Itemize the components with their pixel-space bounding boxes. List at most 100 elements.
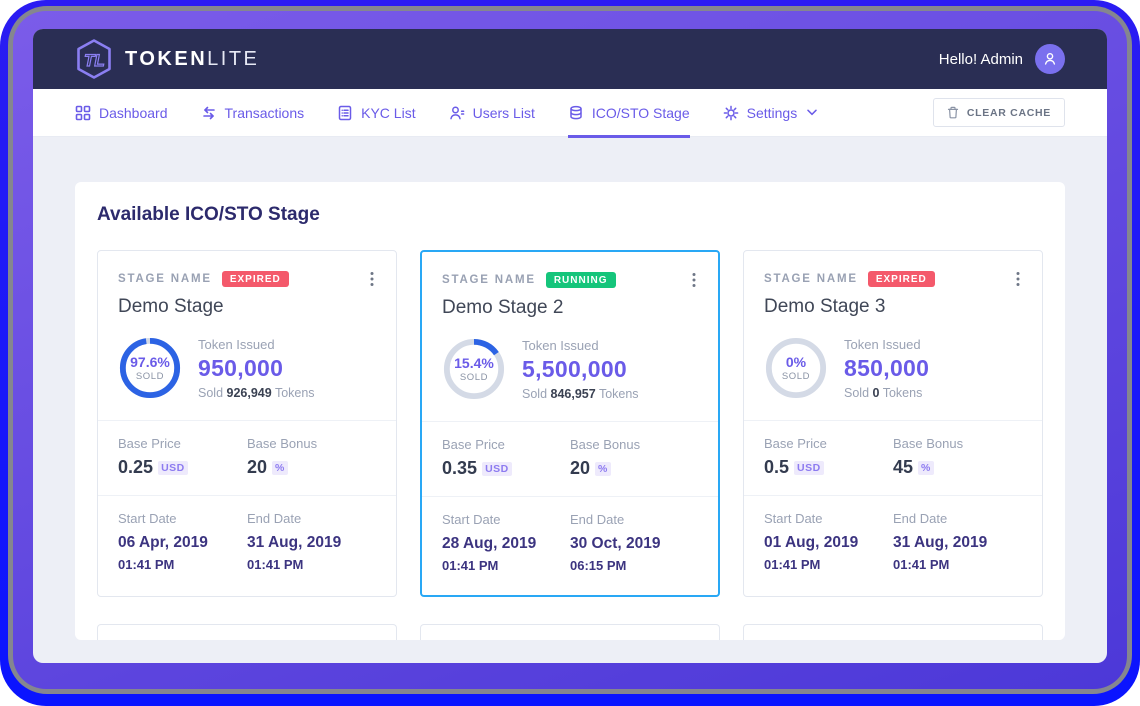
sold-progress-ring: 15.4% SOLD <box>442 337 506 401</box>
nav-item-kyc-list[interactable]: KYC List <box>337 89 416 137</box>
base-bonus-label: Base Bonus <box>247 436 318 451</box>
clipboard-icon <box>338 105 352 120</box>
nav-label: Dashboard <box>99 104 168 121</box>
base-price-value: 0.35 USD <box>442 458 562 479</box>
end-date-label: End Date <box>247 511 302 526</box>
sold-tokens-line: Sold 0 Tokens <box>844 385 923 400</box>
sold-percent: 0% <box>785 354 807 370</box>
start-date-label: Start Date <box>118 511 177 526</box>
sold-percent: 15.4% <box>454 355 494 371</box>
base-price-value: 0.5 USD <box>764 457 885 478</box>
stage-title: Demo Stage 3 <box>764 296 886 317</box>
sold-progress-ring: 0% SOLD <box>764 336 828 400</box>
nav-item-settings[interactable]: Settings <box>723 89 818 137</box>
token-issued-value: 950,000 <box>198 354 284 381</box>
base-bonus-value: 45 % <box>893 457 1014 478</box>
base-bonus-value: 20 % <box>247 457 368 478</box>
status-badge: RUNNING <box>545 272 616 288</box>
chevron-down-icon <box>807 109 817 116</box>
end-date-value: 31 Aug, 2019 01:41 PM <box>893 534 988 573</box>
token-issued-label: Token Issued <box>844 336 921 352</box>
grid-icon <box>75 105 91 120</box>
gear-icon <box>723 105 738 120</box>
sold-tag: SOLD <box>135 371 165 382</box>
trash-icon <box>947 106 958 119</box>
user-icon <box>449 106 464 119</box>
clear-cache-button[interactable]: CLEAR CACHE <box>932 98 1065 127</box>
nav-label: KYC List <box>361 104 416 121</box>
start-date-value: 28 Aug, 2019 01:41 PM <box>442 535 537 574</box>
end-date-label: End Date <box>570 512 625 527</box>
base-price-label: Base Price <box>442 437 505 452</box>
coins-icon <box>570 105 582 119</box>
start-date-value: 01 Aug, 2019 01:41 PM <box>764 534 859 573</box>
kebab-menu-icon[interactable] <box>690 270 698 290</box>
nav-item-dashboard[interactable]: Dashboard <box>75 89 168 137</box>
app-window: TL TOKENLITE Hello! Admin Dashboard <box>33 29 1107 663</box>
stage-name-label: STAGE NAME <box>118 273 212 285</box>
stage-card-demo-stage[interactable]: STAGE NAME EXPIRED Demo Stage <box>97 250 397 597</box>
tokenlite-logo-icon: TL <box>77 39 111 79</box>
nav-label: Settings <box>746 104 798 121</box>
stage-name-label: STAGE NAME <box>442 274 536 286</box>
token-issued-value: 850,000 <box>844 354 930 381</box>
token-issued-label: Token Issued <box>198 336 275 352</box>
sold-tokens-line: Sold 846,957 Tokens <box>522 386 639 401</box>
user-avatar[interactable] <box>1035 44 1065 74</box>
base-price-label: Base Price <box>118 436 181 451</box>
end-date-value: 30 Oct, 2019 06:15 PM <box>570 535 661 574</box>
page-title: Available ICO/STO Stage <box>97 204 320 225</box>
swap-icon <box>202 106 215 119</box>
nav-label: ICO/STO Stage <box>591 104 690 121</box>
start-date-label: Start Date <box>442 512 501 527</box>
stage-title: Demo Stage 2 <box>442 297 564 318</box>
sold-progress-ring: 97.6% SOLD <box>118 336 182 400</box>
nav-label: Users List <box>472 104 535 121</box>
sold-percent: 97.6% <box>130 354 170 370</box>
nav-item-users-list[interactable]: Users List <box>449 89 535 137</box>
stages-panel: Available ICO/STO Stage STAGE NAME EXPIR… <box>75 182 1065 640</box>
base-bonus-value: 20 % <box>570 458 690 479</box>
start-date-value: 06 Apr, 2019 01:41 PM <box>118 534 208 573</box>
token-issued-label: Token Issued <box>522 337 599 353</box>
status-badge: EXPIRED <box>867 271 935 287</box>
sold-tag: SOLD <box>781 371 811 382</box>
nav-item-transactions[interactable]: Transactions <box>201 89 305 137</box>
greeting-text: Hello! Admin <box>938 50 1023 68</box>
svg-text:TL: TL <box>84 51 105 70</box>
clear-cache-label: CLEAR CACHE <box>966 106 1051 119</box>
main-nav: Dashboard Transactions KYC List Users Li… <box>33 89 1107 138</box>
base-price-value: 0.25 USD <box>118 457 239 478</box>
brand-logo[interactable]: TL TOKENLITE <box>75 38 259 80</box>
content-area: Available ICO/STO Stage STAGE NAME EXPIR… <box>33 137 1107 640</box>
stage-card-partial[interactable] <box>743 623 1043 640</box>
kebab-menu-icon[interactable] <box>368 269 376 289</box>
token-issued-value: 5,500,000 <box>522 355 628 382</box>
top-bar: TL TOKENLITE Hello! Admin <box>33 29 1107 89</box>
person-icon <box>1044 53 1056 65</box>
nav-label: Transactions <box>224 104 305 121</box>
stage-title: Demo Stage <box>118 296 224 317</box>
start-date-label: Start Date <box>764 511 823 526</box>
window-frame-inner: TL TOKENLITE Hello! Admin Dashboard <box>13 11 1127 689</box>
nav-item-ico-sto-stage[interactable]: ICO/STO Stage <box>567 89 690 138</box>
sold-tag: SOLD <box>459 372 489 383</box>
sold-tokens-line: Sold 926,949 Tokens <box>198 385 315 400</box>
base-bonus-label: Base Bonus <box>893 436 964 451</box>
end-date-label: End Date <box>893 511 948 526</box>
kebab-menu-icon[interactable] <box>1014 269 1022 289</box>
stage-card-demo-stage-3[interactable]: STAGE NAME EXPIRED Demo Stage 3 <box>743 250 1043 597</box>
stage-name-label: STAGE NAME <box>764 273 858 285</box>
status-badge: EXPIRED <box>221 271 289 287</box>
stage-card-partial[interactable] <box>97 623 397 640</box>
stage-card-demo-stage-2[interactable]: STAGE NAME RUNNING Demo Stage 2 <box>420 250 720 597</box>
stage-cards-grid: STAGE NAME EXPIRED Demo Stage <box>97 250 1043 597</box>
end-date-value: 31 Aug, 2019 01:41 PM <box>247 534 342 573</box>
brand-wordmark: TOKENLITE <box>125 47 260 70</box>
base-price-label: Base Price <box>764 436 827 451</box>
next-row-cards <box>97 623 1043 640</box>
window-frame-middle: TL TOKENLITE Hello! Admin Dashboard <box>8 6 1132 694</box>
stage-card-partial[interactable] <box>420 623 720 640</box>
base-bonus-label: Base Bonus <box>570 437 641 452</box>
